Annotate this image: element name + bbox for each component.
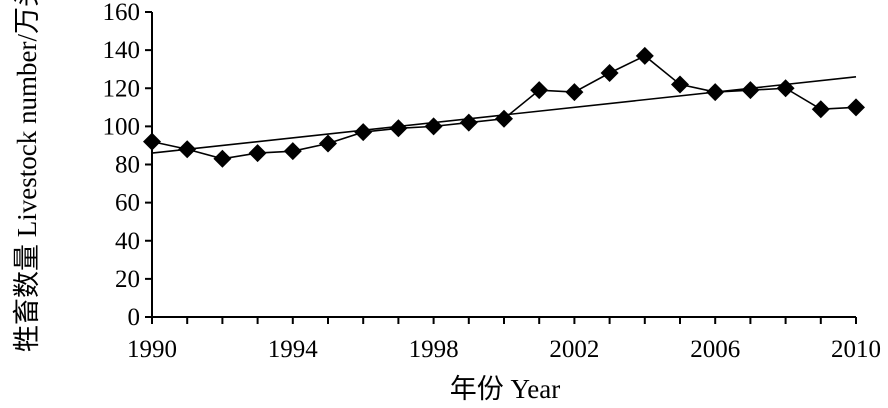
series-line: [151, 54, 857, 160]
y-tick-label: 140: [103, 37, 141, 64]
plot-area: 0 20 40 60 80 100 120 140 160 1990 1994 1998 2002 20…: [103, 0, 882, 363]
data-point: [811, 100, 830, 119]
data-point: [459, 113, 478, 132]
x-tick-label: 2010: [831, 336, 881, 363]
data-point: [424, 117, 443, 136]
x-axis-title: 年份 Year: [450, 374, 561, 404]
x-tick-label: 2006: [690, 336, 740, 363]
data-point: [635, 46, 654, 65]
y-axis-ticks: 0 20 40 60 80 100 120 140 160: [103, 0, 152, 331]
data-point: [565, 83, 584, 102]
data-point: [671, 75, 689, 94]
data-point: [389, 119, 408, 138]
y-tick-label: 20: [115, 266, 140, 293]
y-tick-label: 160: [103, 0, 141, 26]
data-point: [741, 81, 760, 100]
y-tick-label: 0: [128, 304, 141, 331]
y-tick-label: 100: [103, 113, 141, 140]
data-point: [248, 144, 267, 163]
data-point: [530, 81, 549, 100]
series-markers: [143, 46, 865, 168]
y-axis-title: 牲畜数量 Livestock number/万头: [12, 0, 42, 352]
data-point: [776, 79, 795, 98]
data-point: [354, 123, 373, 142]
data-point: [706, 83, 725, 102]
data-point: [847, 98, 865, 117]
data-point: [319, 134, 337, 153]
x-axis-ticks: 1990 1994 1998 2002 2006 2010: [127, 317, 881, 363]
x-tick-label: 2002: [549, 336, 599, 363]
data-point: [143, 132, 161, 151]
data-point: [495, 109, 513, 128]
data-point: [283, 142, 302, 161]
x-tick-label: 1998: [409, 336, 459, 363]
y-tick-label: 120: [103, 75, 141, 102]
y-tick-label: 80: [115, 152, 140, 179]
data-point: [600, 64, 619, 82]
data-point: [213, 149, 232, 168]
x-tick-label: 1994: [268, 336, 319, 363]
y-tick-label: 60: [115, 190, 140, 217]
data-point: [178, 140, 197, 159]
x-tick-label: 1990: [127, 336, 177, 363]
y-tick-label: 40: [115, 228, 140, 255]
